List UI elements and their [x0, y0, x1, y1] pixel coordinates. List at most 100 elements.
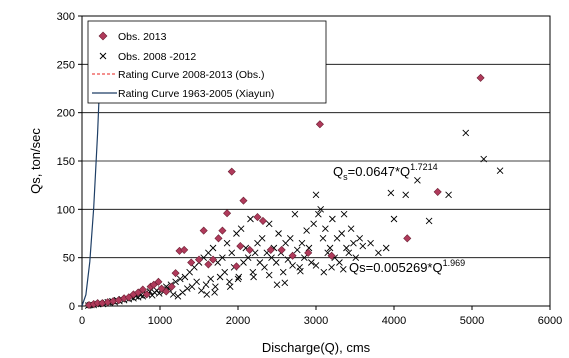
- point-obs-2008-2012-139: [273, 281, 281, 289]
- point-obs-2008-2012-134: [297, 267, 304, 275]
- point-obs-2013-39: [288, 251, 297, 260]
- point-obs-2013-18: [167, 282, 176, 291]
- point-obs-2013-21: [180, 245, 189, 254]
- point-obs-2008-2012-130: [234, 275, 242, 283]
- equation-obs-base: Q: [333, 164, 343, 179]
- point-obs-2008-2012-114: [350, 239, 357, 247]
- point-obs-2008-2012-65: [235, 273, 243, 281]
- rating-curve-1: [81, 37, 103, 307]
- legend-x-marker: [99, 52, 107, 60]
- legend: Obs. 2013 Obs. 2008 -2012 Rating Curve 2…: [87, 20, 327, 104]
- legend-box: [87, 20, 327, 104]
- point-obs-2013-28: [218, 226, 227, 235]
- x-axis-ticks: 0 1000 2000 3000 4000 5000 6000: [79, 306, 562, 327]
- point-obs-2008-2012-132: [265, 271, 273, 279]
- point-obs-2008-2012-100: [317, 206, 324, 213]
- x-tick-label-4000: 4000: [382, 315, 406, 327]
- point-obs-2008-2012-98: [312, 191, 320, 199]
- point-obs-2013-27: [214, 234, 223, 243]
- point-obs-2013-25: [204, 260, 213, 269]
- point-obs-2008-2012-117: [359, 242, 367, 250]
- gridlines: [82, 63, 550, 259]
- point-obs-2013-26: [209, 255, 218, 264]
- point-obs-2008-2012-49: [198, 287, 205, 294]
- y-tick-label-100: 100: [57, 204, 75, 216]
- point-obs-2008-2012-78: [265, 220, 273, 228]
- point-obs-2008-2012-112: [345, 249, 353, 257]
- point-obs-2013-30: [227, 167, 236, 176]
- point-obs-2013-32: [236, 242, 245, 251]
- point-obs-2008-2012-93: [300, 254, 308, 261]
- point-obs-2008-2012-72: [251, 249, 259, 257]
- point-obs-2008-2012-123: [402, 191, 410, 199]
- point-obs-2008-2012-125: [425, 217, 433, 225]
- point-obs-2008-2012-75: [258, 235, 266, 242]
- point-obs-2008-2012-126: [445, 191, 452, 199]
- point-obs-2008-2012-127: [462, 129, 470, 137]
- point-obs-2008-2012-115: [352, 254, 360, 261]
- point-obs-2008-2012-141: [211, 289, 218, 296]
- legend-label-obs-2008-2012: Obs. 2008 -2012: [118, 51, 196, 63]
- point-obs-2008-2012-62: [228, 249, 236, 257]
- point-obs-2008-2012-108: [336, 259, 343, 266]
- point-obs-2008-2012-111: [343, 244, 350, 252]
- point-obs-2008-2012-53: [207, 275, 215, 283]
- point-obs-2008-2012-105: [329, 215, 336, 223]
- point-obs-2008-2012-135: [312, 262, 320, 269]
- point-obs-2008-2012-82: [275, 230, 282, 237]
- equation-obs: Qs=0.0647*Q1.7214: [333, 162, 438, 182]
- point-obs-2008-2012-97: [310, 220, 317, 228]
- point-obs-2008-2012-136: [320, 268, 328, 276]
- point-obs-2008-2012-89: [291, 210, 299, 218]
- equation-obs-sub: s: [343, 172, 348, 182]
- point-obs-2013-36: [258, 216, 267, 225]
- point-obs-2008-2012-41: [179, 289, 186, 296]
- equation-xiayun: Qs=0.005269*Q1.969: [349, 258, 465, 275]
- point-obs-2008-2012-99: [315, 210, 322, 218]
- point-obs-2008-2012-129: [496, 167, 504, 174]
- point-obs-2008-2012-76: [261, 264, 268, 271]
- point-obs-2013-33: [239, 196, 248, 205]
- legend-label-rating-curve-xiayun: Rating Curve 1963-2005 (Xiayun): [118, 88, 274, 100]
- point-obs-2013-34: [245, 245, 254, 254]
- x-axis-title: Discharge(Q), cms: [262, 340, 371, 355]
- point-obs-2008-2012-43: [183, 285, 191, 292]
- point-obs-2013-19: [171, 269, 180, 278]
- point-obs-2013-42: [327, 251, 336, 260]
- point-obs-2013-44: [433, 187, 442, 196]
- point-obs-2008-2012-69: [244, 254, 252, 261]
- point-obs-2008-2012-119: [375, 249, 382, 257]
- point-obs-2008-2012-116: [356, 235, 363, 242]
- legend-label-rating-curve-obs: Rating Curve 2008-2013 (Obs.): [118, 69, 265, 81]
- point-obs-2013-17: [162, 287, 171, 296]
- legend-item-rating-curve-obs: Rating Curve 2008-2013 (Obs.): [92, 69, 265, 81]
- point-obs-2008-2012-109: [338, 230, 346, 237]
- point-obs-2008-2012-133: [281, 279, 289, 287]
- point-obs-2013-43: [403, 234, 412, 243]
- equation-obs-exponent: 1.7214: [410, 162, 438, 172]
- rating-curves: [81, 37, 103, 307]
- point-obs-2013-35: [253, 213, 262, 222]
- point-obs-2008-2012-110: [340, 210, 348, 218]
- point-obs-2008-2012-37: [169, 291, 177, 298]
- point-obs-2008-2012-70: [247, 215, 254, 223]
- point-obs-2008-2012-91: [296, 264, 303, 271]
- point-obs-2013-41: [315, 120, 324, 129]
- point-obs-2008-2012-88: [289, 262, 296, 269]
- point-obs-2008-2012-138: [339, 265, 347, 273]
- y-tick-label-0: 0: [69, 301, 75, 313]
- point-obs-2013-29: [223, 209, 232, 218]
- point-obs-2008-2012-118: [367, 239, 374, 247]
- point-obs-2013-23: [194, 255, 204, 264]
- legend-item-rating-curve-xiayun: Rating Curve 1963-2005 (Xiayun): [92, 88, 274, 100]
- x-tick-label-1000: 1000: [148, 315, 172, 327]
- x-tick-label-3000: 3000: [304, 315, 328, 327]
- y-tick-label-300: 300: [57, 11, 75, 23]
- point-obs-2008-2012-86: [284, 256, 292, 263]
- point-obs-2008-2012-51: [202, 281, 210, 289]
- point-obs-2008-2012-90: [293, 246, 301, 254]
- point-obs-2008-2012-84: [279, 268, 287, 276]
- point-obs-2013-45: [476, 73, 485, 82]
- point-obs-2013-11: [138, 285, 147, 294]
